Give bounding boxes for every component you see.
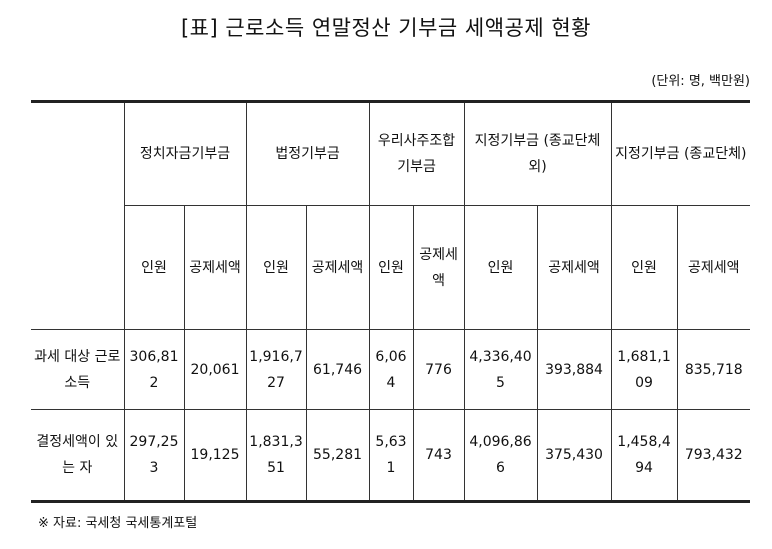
table-cell: 4,336,405 — [463, 329, 538, 410]
table-cell: 306,812 — [123, 329, 185, 410]
table-cell: 375,430 — [536, 409, 612, 502]
source-note: ※ 자료: 국세청 국세통계포털 — [38, 516, 198, 531]
table-cell: 793,432 — [676, 409, 751, 502]
subheader-amount: 공제세액 — [183, 205, 247, 330]
header-esop-donation: 우리사주조합 기부금 — [368, 101, 465, 206]
table-cell: 55,281 — [305, 409, 370, 502]
row-label: 과세 대상 근로소득 — [31, 329, 125, 410]
table-cell: 776 — [412, 329, 465, 410]
table-cell: 5,631 — [368, 409, 414, 502]
header-designated-religious: 지정기부금 (종교단체) — [610, 101, 751, 206]
table-cell: 1,831,351 — [245, 409, 307, 502]
header-row-groups: 정치자금기부금 법정기부금 우리사주조합 기부금 지정기부금 (종교단체 외) … — [31, 101, 751, 330]
table-cell: 393,884 — [536, 329, 612, 410]
table-cell: 61,746 — [305, 329, 370, 410]
table-cell: 19,125 — [183, 409, 247, 502]
subheader-amount: 공제세액 — [536, 205, 612, 330]
table-cell: 20,061 — [183, 329, 247, 410]
subheader-persons: 인원 — [368, 205, 414, 330]
subheader-amount: 공제세액 — [676, 205, 751, 330]
table-cell: 835,718 — [676, 329, 751, 410]
table-row: 결정세액이 있는 자 297,253 19,125 1,831,351 55,2… — [31, 409, 751, 502]
table-cell: 4,096,866 — [463, 409, 538, 502]
subheader-persons: 인원 — [124, 205, 185, 330]
header-corner-cell — [31, 101, 125, 330]
header-designated-nonreligious: 지정기부금 (종교단체 외) — [463, 101, 612, 206]
table-row: 과세 대상 근로소득 306,812 20,061 1,916,727 61,7… — [31, 329, 751, 410]
table-cell: 1,458,494 — [610, 409, 678, 502]
subheader-persons: 인원 — [245, 205, 307, 330]
subheader-amount: 공제세액 — [412, 205, 465, 330]
table-cell: 297,253 — [123, 409, 185, 502]
unit-label: (단위: 명, 백만원) — [651, 74, 750, 89]
subheader-persons: 인원 — [610, 205, 678, 330]
table-cell: 1,681,109 — [610, 329, 678, 410]
table-cell: 1,916,727 — [245, 329, 307, 410]
header-statutory-donation: 법정기부금 — [245, 101, 370, 206]
table-title: [표] 근로소득 연말정산 기부금 세액공제 현황 — [180, 16, 592, 40]
subheader-amount: 공제세액 — [305, 205, 370, 330]
donation-tax-credit-table: 정치자금기부금 법정기부금 우리사주조합 기부금 지정기부금 (종교단체 외) … — [31, 100, 751, 503]
row-label: 결정세액이 있는 자 — [31, 409, 125, 502]
table-cell: 6,064 — [368, 329, 414, 410]
header-row-subcolumns: 인원 공제세액 인원 공제세액 인원 공제세액 인원 공제세액 인원 공제세액 — [31, 205, 751, 330]
table-cell: 743 — [412, 409, 465, 502]
header-political-donation: 정치자금기부금 — [123, 101, 247, 206]
subheader-persons: 인원 — [463, 205, 538, 330]
